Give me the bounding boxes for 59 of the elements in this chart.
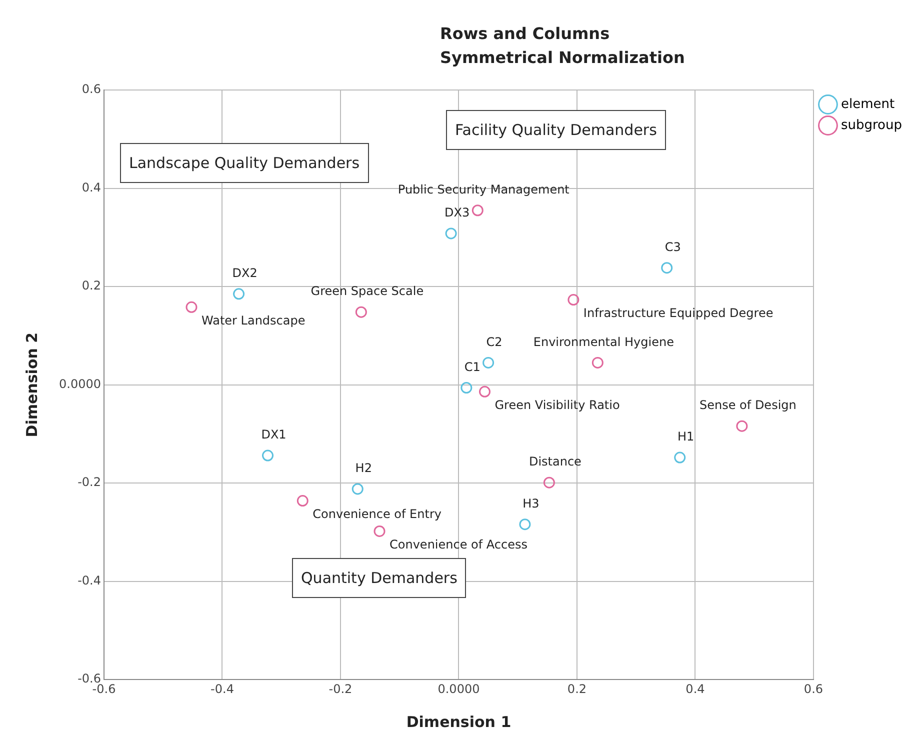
annotation: Convenience of Access [390,537,528,552]
annotation: Green Space Scale [310,284,424,298]
annotation: Distance [528,454,582,469]
annotation: Facility Quality Demanders [446,110,666,150]
point [674,452,686,464]
annotation: DX3 [444,206,470,220]
y-tick-label: 0.6 [82,82,101,96]
point [233,288,245,300]
x-tick-label: -0.6 [92,682,116,696]
x-tick-label: -0.4 [210,682,234,696]
annotation: Convenience of Entry [312,506,442,521]
y-axis-title: Dimension 2 [22,332,41,438]
x-tick-label: 0.4 [686,682,705,696]
point [482,356,494,368]
point [661,262,673,274]
point [352,483,364,495]
point [543,476,555,488]
y-tick-label: -0.4 [78,573,101,588]
point [355,306,367,318]
point [736,420,748,432]
x-tick-label: -0.2 [328,682,352,696]
annotation: Infrastructure Equipped Degree [583,306,774,320]
point [519,518,531,530]
annotation: Landscape Quality Demanders [120,143,369,183]
legend-label: subgroup [840,118,902,133]
y-tick-label: 0.0000 [58,376,101,391]
point [568,294,580,306]
annotation: Green Visibility Ratio [494,398,620,412]
x-axis-title: Dimension 1 [406,712,512,731]
annotation: Sense of Design [700,398,796,412]
y-tick-label: -0.2 [78,475,101,490]
y-tick-label: 0.4 [82,180,101,194]
point [479,386,490,398]
chart-title: Rows and Columns Symmetrical Normalization [440,23,686,69]
legend-label: element [840,96,895,112]
annotation: DX1 [261,428,286,442]
point [296,495,308,507]
point [262,450,274,462]
x-tick-label: 0.2 [567,682,587,696]
annotation: H3 [522,496,540,510]
annotation: H1 [678,430,694,444]
point [460,382,472,394]
annotation: C2 [486,334,502,349]
point [186,301,198,313]
x-tick-label: 0.6 [804,682,824,696]
annotation: Environmental Hygiene [533,334,674,349]
point [592,356,604,368]
annotation: Water Landscape [201,313,306,328]
annotation: C3 [664,240,681,254]
annotation: H2 [355,461,372,476]
annotation: C1 [464,360,480,374]
annotation: Public Security Management [398,182,570,196]
point [374,525,386,537]
x-tick-label: 0.0000 [438,682,480,696]
y-tick-label: 0.2 [82,278,101,293]
point [472,204,484,216]
annotation: Quantity Demanders [292,558,466,598]
point [445,228,457,240]
annotation: DX2 [232,266,258,280]
